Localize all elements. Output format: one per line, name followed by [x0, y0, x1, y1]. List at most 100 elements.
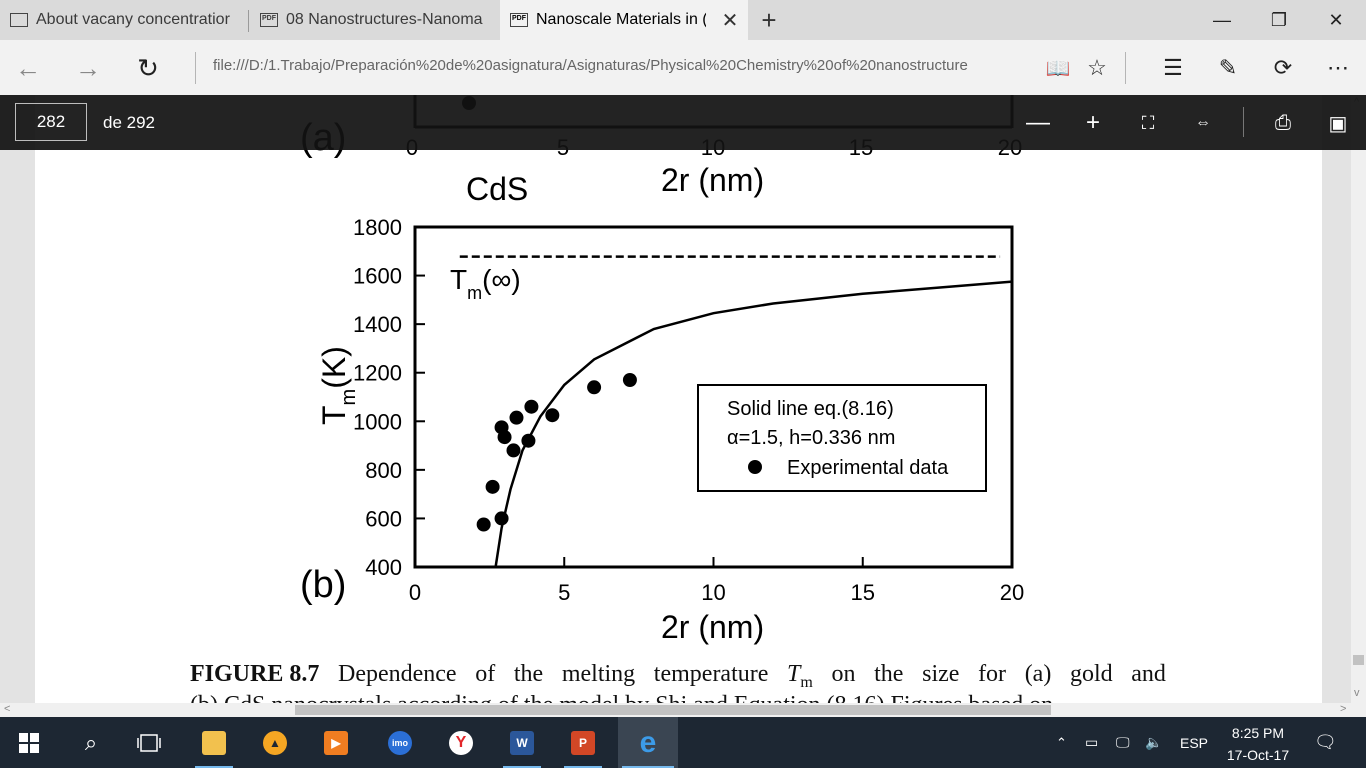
chart-b-y-axis-label: Tm(K) — [316, 346, 360, 425]
x-tick-label: 10 — [701, 580, 725, 605]
ref-label-main: T — [450, 264, 467, 295]
windows-logo-icon — [19, 732, 39, 753]
data-point — [485, 479, 500, 494]
scroll-left-arrow[interactable]: < — [4, 703, 11, 715]
restore-button[interactable]: ❐ — [1270, 9, 1288, 30]
fit-page-icon[interactable]: ⛶ — [1141, 112, 1155, 133]
y-tick-label: 1400 — [353, 312, 402, 337]
divider — [1125, 52, 1126, 84]
caption-word: for — [978, 661, 1007, 687]
address-bar: ← → ↻ file:///D:/1.Trabajo/Preparación%2… — [0, 40, 1366, 95]
edge-icon[interactable]: e — [618, 717, 678, 768]
share-icon[interactable]: ⟳ — [1273, 55, 1293, 80]
chart-b-x-axis-label: 2r (nm) — [661, 609, 764, 645]
running-indicator — [564, 766, 602, 768]
url-field[interactable]: file:///D:/1.Trabajo/Preparación%20de%20… — [213, 57, 968, 74]
toolbar-divider — [1243, 107, 1244, 137]
caption-word: of — [475, 661, 496, 687]
figure-title-cds: CdS — [466, 171, 528, 207]
imo-icon[interactable]: imo — [377, 717, 423, 768]
tab-about-vacancy[interactable]: About vacany concentratior — [0, 0, 247, 40]
start-icon[interactable] — [6, 717, 52, 768]
folder-icon — [202, 730, 226, 755]
yandex-icon[interactable]: Y — [438, 717, 484, 768]
caption-word: Dependence — [337, 661, 457, 687]
new-tab-button[interactable]: + — [761, 4, 777, 35]
vertical-scrollbar[interactable] — [1351, 95, 1366, 717]
language-indicator[interactable]: ESP — [1180, 734, 1209, 751]
page-total: de 292 — [103, 113, 155, 132]
data-point — [587, 380, 602, 395]
y-tick-label: 600 — [365, 506, 402, 531]
volume-icon[interactable]: 🔈 — [1145, 734, 1163, 750]
more-icon[interactable]: ⋯ — [1327, 55, 1349, 80]
tab-divider — [248, 10, 249, 32]
vertical-scroll-thumb[interactable] — [1353, 655, 1364, 665]
pdf-icon: PDF — [260, 13, 278, 27]
word-icon[interactable]: W — [499, 717, 545, 768]
taskbar: ⌕ ▲ ▶ imo Y W P e ⌃ ▭ 🖵 🔈 ESP 8:25 PM 17… — [0, 717, 1366, 768]
favorite-star-icon[interactable]: ☆ — [1087, 55, 1107, 80]
task-view-glyph — [137, 733, 161, 752]
fit-width-icon[interactable]: ⇔ — [1195, 114, 1211, 131]
running-indicator — [622, 766, 674, 768]
y-tick-label: 1800 — [353, 215, 402, 240]
caption-word: and — [1131, 661, 1166, 687]
running-indicator — [503, 766, 541, 768]
action-center-icon[interactable]: 🗨 — [1314, 732, 1337, 752]
print-icon[interactable]: ⎙ — [1275, 111, 1291, 134]
chart-a-x-axis-label: 2r (nm) — [661, 162, 764, 198]
powerpoint-icon[interactable]: P — [560, 717, 606, 768]
figure: (a) 0 5 10 15 20 CdS 2r (nm) 05101520400… — [300, 95, 1024, 645]
close-window-button[interactable]: ✕ — [1328, 9, 1344, 30]
search-icon[interactable]: ⌕ — [84, 729, 98, 755]
video-app-icon[interactable]: ▶ — [313, 717, 359, 768]
data-point — [476, 517, 491, 532]
data-point — [524, 399, 539, 414]
system-clock[interactable]: 8:25 PM 17-Oct-17 — [1222, 722, 1294, 766]
data-point — [506, 443, 521, 458]
data-point — [497, 430, 512, 445]
zoom-in-icon[interactable]: + — [1085, 109, 1100, 136]
refresh-button[interactable]: ↻ — [137, 52, 159, 83]
back-button[interactable]: ← — [15, 52, 41, 83]
play-icon: ▶ — [324, 730, 348, 755]
y-axis-label-text: Tm(K) — [316, 346, 360, 425]
chart-legend — [697, 384, 987, 492]
data-point — [509, 410, 524, 425]
show-hidden-icons-icon[interactable]: ⌃ — [1056, 734, 1067, 750]
panel-label-b: (b) — [300, 564, 346, 606]
scroll-down-arrow[interactable]: v — [1354, 687, 1360, 699]
vlc-like-icon[interactable]: ▲ — [252, 717, 298, 768]
y-tick-label: 1200 — [353, 361, 402, 386]
tab-title: About vacany concentratior — [36, 11, 230, 28]
reading-view-icon[interactable]: 📖 — [1045, 57, 1071, 80]
scroll-right-arrow[interactable]: > — [1340, 703, 1347, 715]
web-note-icon[interactable]: ✎ — [1218, 55, 1238, 80]
powerpoint-app-icon: P — [571, 730, 595, 755]
figure-caption: FIGURE 8.7 Dependence of the melting tem… — [190, 661, 1166, 692]
minimize-button[interactable]: — — [1213, 9, 1231, 30]
pdf-page — [35, 95, 1322, 705]
word-app-icon: W — [510, 730, 534, 755]
tab-bar: About vacany concentratior PDF 08 Nanost… — [0, 0, 1366, 40]
x-tick-label: 5 — [558, 580, 570, 605]
zoom-out-icon[interactable]: — — [1026, 109, 1050, 136]
ref-label-sub: m — [467, 283, 482, 303]
legend-parameters: α=1.5, h=0.336 nm — [727, 427, 895, 449]
task-view-icon[interactable] — [126, 717, 172, 768]
battery-icon[interactable]: ▭ — [1085, 734, 1099, 750]
file-explorer-icon[interactable] — [191, 717, 237, 768]
caption-symbol: Tm — [787, 661, 813, 692]
forward-button[interactable]: → — [75, 52, 101, 83]
horizontal-scroll-thumb[interactable] — [295, 705, 1051, 715]
page-number-input[interactable]: 282 — [15, 103, 87, 141]
hub-icon[interactable]: ☰ — [1163, 55, 1183, 80]
network-icon[interactable]: 🖵 — [1116, 734, 1130, 750]
caption-label: FIGURE 8.7 — [190, 661, 320, 687]
tab-nanostructures[interactable]: PDF 08 Nanostructures-Nanoma — [250, 0, 498, 40]
close-tab-icon[interactable]: ✕ — [721, 9, 739, 32]
save-icon[interactable]: ▣ — [1328, 112, 1348, 135]
tab-nanoscale-materials[interactable]: PDF Nanoscale Materials in ( — [500, 0, 748, 40]
caption-word: (a) — [1024, 661, 1052, 687]
